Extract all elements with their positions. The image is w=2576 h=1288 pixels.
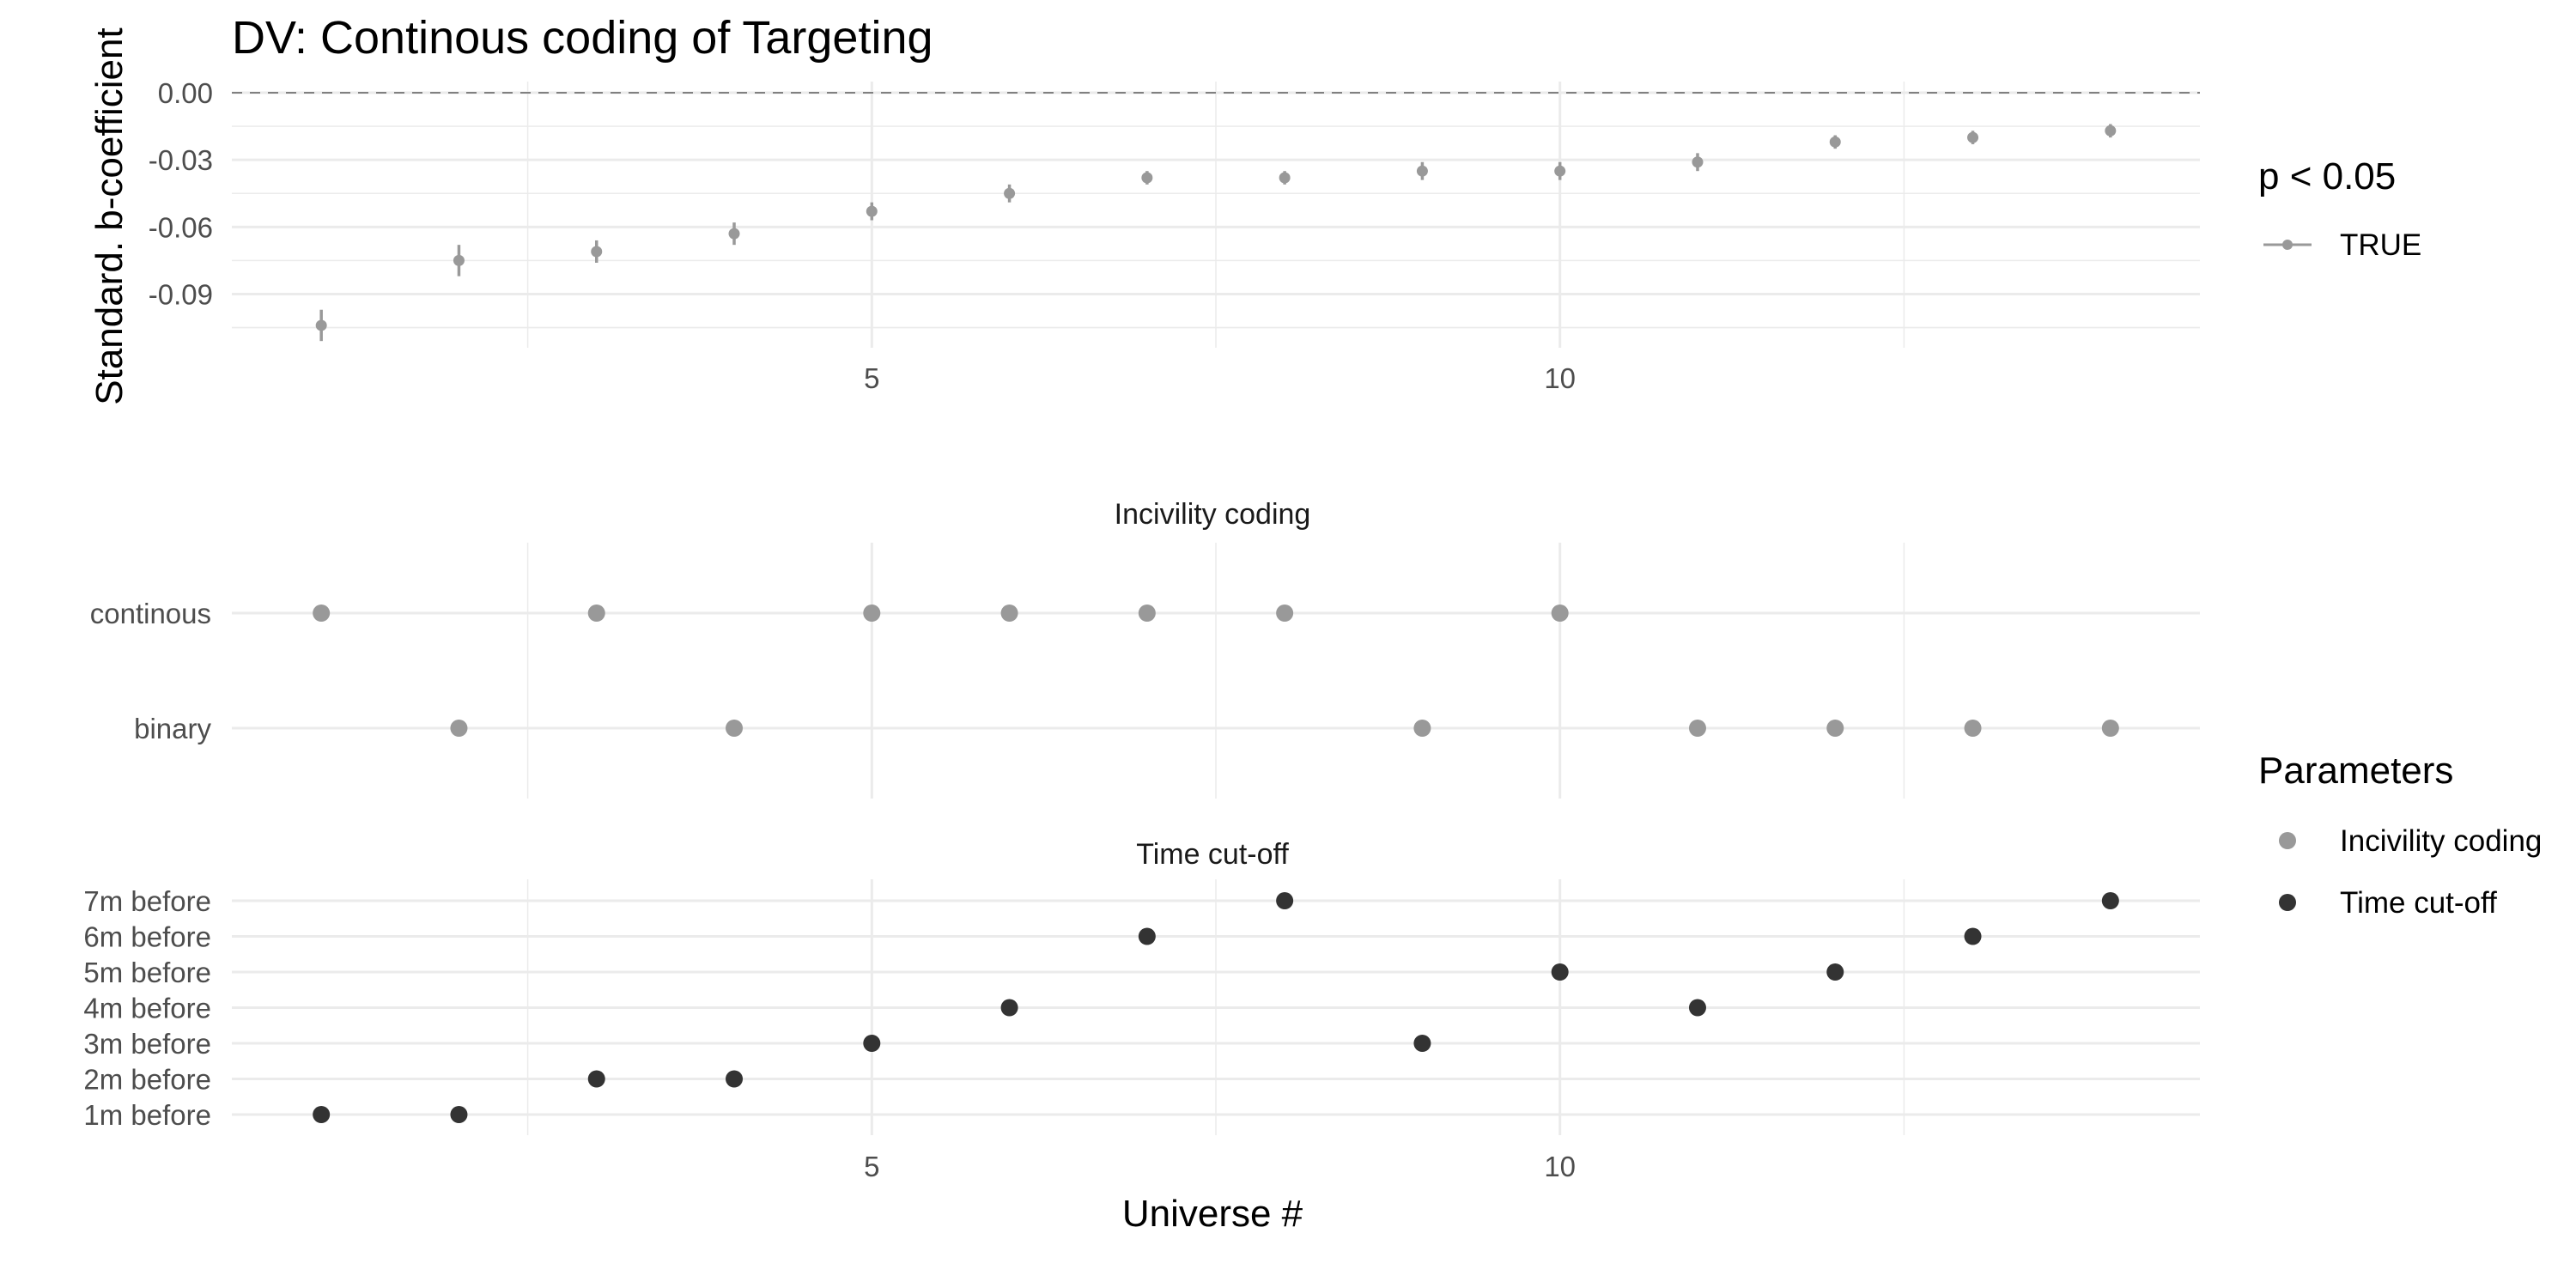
coefficient-points (315, 124, 2117, 342)
incivility-point (1000, 605, 1018, 622)
incivility-point (1964, 720, 1982, 737)
timecut-point (1000, 999, 1018, 1017)
timecut-point (587, 1070, 605, 1088)
timecut-y-tick-label: 3m before (83, 1028, 211, 1060)
coefficient-panel-grid (232, 82, 2200, 348)
timecut-point (1551, 963, 1569, 981)
timecut-x-tick-label: 5 (864, 1151, 879, 1182)
timecut-points (313, 892, 2119, 1123)
incivility-point (450, 720, 468, 737)
coef-point (1829, 136, 1841, 148)
timecut-point (450, 1106, 468, 1123)
legend-incivility-label: Incivility coding (2340, 824, 2542, 858)
coefficient-x-tick-labels: 5 10 (864, 362, 1576, 394)
coef-point (2105, 125, 2117, 137)
legend-parameters: Parameters Incivility coding Time cut-of… (2258, 750, 2542, 920)
incivility-points (313, 605, 2119, 737)
timecut-point (1276, 892, 1294, 909)
timecut-point (1413, 1035, 1431, 1052)
coef-y-tick-label: -0.03 (149, 144, 213, 176)
incivility-y-tick-label: binary (134, 713, 211, 744)
incivility-point (863, 605, 881, 622)
timecut-point (1688, 999, 1706, 1017)
coef-point (1692, 156, 1704, 168)
coef-point (866, 205, 878, 217)
incivility-y-tick-labels: binary continous (90, 598, 212, 744)
incivility-y-tick-label: continous (90, 598, 211, 629)
incivility-point (1826, 720, 1844, 737)
incivility-point (726, 720, 744, 737)
timecut-x-tick-label: 10 (1544, 1151, 1576, 1182)
timecut-point (1826, 963, 1844, 981)
timecut-point (2101, 892, 2119, 909)
y-axis-title: Standard. b-coefficient (88, 27, 131, 404)
coef-point (1416, 165, 1428, 177)
timecut-y-tick-label: 7m before (83, 885, 211, 917)
legend-significance: p < 0.05 TRUE (2258, 155, 2421, 262)
legend-incivility-key (2279, 832, 2296, 849)
coef-point (1967, 131, 1979, 143)
x-axis-title: Universe # (1122, 1193, 1303, 1235)
timecut-panel-grid (232, 879, 2200, 1135)
coef-y-tick-label: -0.09 (149, 278, 213, 310)
timecut-y-tick-label: 6m before (83, 921, 211, 953)
legend-timecut-key (2279, 894, 2296, 911)
timecut-point (726, 1070, 744, 1088)
incivility-panel-grid (232, 543, 2200, 799)
incivility-point (1276, 605, 1294, 622)
coef-y-tick-label: -0.06 (149, 211, 213, 243)
coefficient-y-tick-labels: 0.00 -0.03 -0.06 -0.09 (149, 77, 213, 310)
incivility-point (1138, 605, 1156, 622)
incivility-point (2101, 720, 2119, 737)
legend-true-label: TRUE (2340, 228, 2421, 262)
coef-point (1004, 187, 1016, 199)
coef-x-tick-label: 10 (1544, 362, 1576, 394)
incivility-point (313, 605, 331, 622)
coef-point (1141, 172, 1153, 184)
legend-parameters-title: Parameters (2258, 750, 2453, 792)
legend-true-key-point (2282, 240, 2293, 250)
coef-point (591, 246, 603, 258)
incivility-point (1413, 720, 1431, 737)
coef-x-tick-label: 5 (864, 362, 879, 394)
timecut-x-tick-labels: 5 10 (864, 1151, 1576, 1182)
timecut-y-tick-label: 5m before (83, 957, 211, 988)
coef-point (728, 228, 740, 240)
coef-point (1554, 165, 1566, 177)
incivility-point (587, 605, 605, 622)
coef-y-tick-label: 0.00 (158, 77, 213, 109)
timecut-point (863, 1035, 881, 1052)
legend-timecut-label: Time cut-off (2340, 886, 2497, 920)
chart-title: DV: Continous coding of Targeting (232, 12, 933, 64)
timecut-y-tick-label: 2m before (83, 1064, 211, 1096)
strip-incivility-coding: Incivility coding (1115, 498, 1311, 531)
strip-time-cutoff: Time cut-off (1136, 838, 1289, 871)
incivility-point (1688, 720, 1706, 737)
timecut-point (313, 1106, 331, 1123)
timecut-point (1964, 927, 1982, 945)
timecut-y-tick-label: 4m before (83, 993, 211, 1024)
incivility-point (1551, 605, 1569, 622)
coef-point (315, 319, 327, 331)
timecut-y-tick-label: 1m before (83, 1099, 211, 1131)
timecut-point (1138, 927, 1156, 945)
coef-point (453, 254, 465, 266)
legend-significance-title: p < 0.05 (2258, 155, 2396, 197)
coef-point (1279, 172, 1291, 184)
